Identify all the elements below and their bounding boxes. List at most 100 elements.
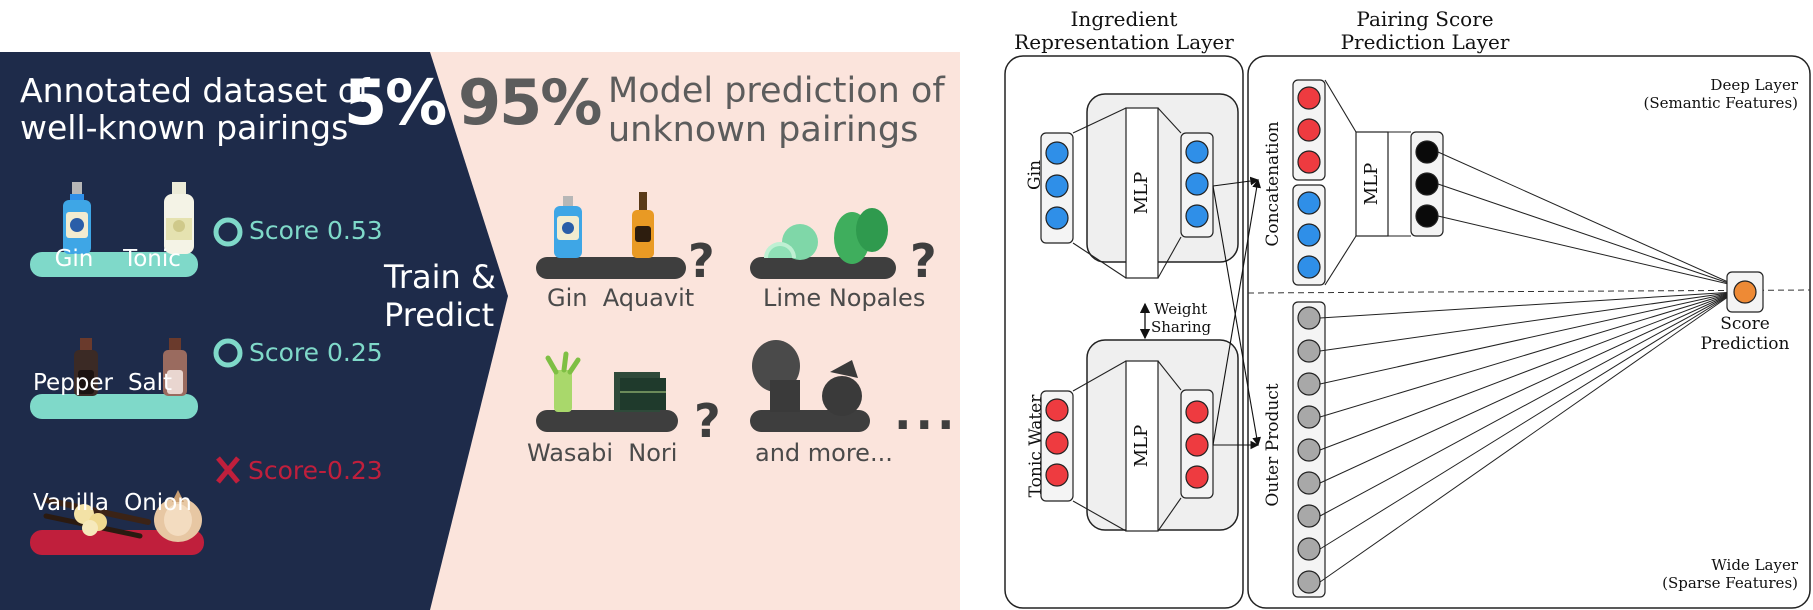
tonic-input-node <box>1045 463 1069 487</box>
pair-right-label: Onion <box>124 490 192 516</box>
connection-line <box>1319 291 1736 550</box>
tonic-input-node <box>1045 431 1069 455</box>
ingredient-layer-frame <box>1004 55 1244 609</box>
unknown-pair-label: Lime Nopales <box>763 284 926 312</box>
shelf-pepper-salt <box>30 394 198 419</box>
score-value: Score 0.25 <box>249 338 383 367</box>
connection-line <box>1319 291 1736 451</box>
mlp-label: MLP <box>1361 162 1382 206</box>
weight-sharing-line2: Sharing <box>1151 318 1212 336</box>
outer-product-node <box>1297 339 1321 363</box>
score-ring-icon <box>213 338 243 368</box>
shelf-gin-tonic <box>30 252 198 277</box>
gin-input-node <box>1045 174 1069 198</box>
score-ring-icon <box>213 217 243 247</box>
weight-sharing-line1: Weight <box>1154 300 1208 318</box>
tonic-embedding-node <box>1185 433 1209 457</box>
pairing-layer-frame <box>1247 55 1811 609</box>
tonic-input-node <box>1045 398 1069 422</box>
unknown-pair-label: and more... <box>755 439 893 467</box>
infographic-panel: Annotated dataset of well-known pairings… <box>0 52 960 610</box>
aquavit-bottle-icon <box>632 192 654 258</box>
mlp-label: MLP <box>1131 171 1152 215</box>
gin-embedding-node <box>1185 172 1209 196</box>
network-diagram <box>1004 55 1811 609</box>
shelf-wasabi-nori <box>536 410 678 432</box>
outer-product-node <box>1297 306 1321 330</box>
salt-shaker-icon <box>163 338 187 396</box>
cross-icon <box>216 456 240 484</box>
connection-line <box>1319 291 1736 319</box>
infographic-background <box>0 52 960 610</box>
mlp-container-bottom <box>1086 339 1239 531</box>
vanilla-icon <box>43 497 151 539</box>
connection-line <box>1437 215 1738 287</box>
outer-product-node <box>1297 405 1321 429</box>
annotated-title-line1: Annotated dataset of <box>20 71 370 110</box>
onion-icon <box>154 490 202 542</box>
ingredient-header-line1: Ingredient <box>1070 7 1178 31</box>
shelf-lime-nopales <box>750 257 896 279</box>
connection-line <box>1437 151 1738 287</box>
score-node <box>1733 280 1757 304</box>
question-mark-icon: ? <box>910 234 937 288</box>
mlp-container-top <box>1086 93 1239 263</box>
score-value: Score 0.53 <box>249 216 383 245</box>
score-line2: Prediction <box>1700 334 1790 354</box>
connection-line <box>1319 291 1736 352</box>
deep-layer-line2: (Semantic Features) <box>1643 94 1798 112</box>
deep-layer-line1: Deep Layer <box>1710 76 1798 94</box>
gin-bottle-icon <box>63 182 91 254</box>
pair-left-label: Gin <box>54 246 94 272</box>
question-mark-icon: ? <box>688 234 715 288</box>
wide-layer-line2: (Sparse Features) <box>1662 574 1798 592</box>
tonic-embedding-node <box>1185 465 1209 489</box>
question-mark-icon: ? <box>694 394 721 448</box>
score-line1: Score <box>1720 314 1770 334</box>
gin-input-node <box>1045 206 1069 230</box>
concat-node-blue <box>1297 191 1321 215</box>
ellipsis: ... <box>894 386 959 440</box>
deep-output-node <box>1415 204 1439 228</box>
wide-layer-line1: Wide Layer <box>1711 556 1798 574</box>
predicted-title-line1: Model prediction of <box>608 71 945 111</box>
pair-left-label: Vanilla <box>33 490 109 516</box>
concat-node-red <box>1297 118 1321 142</box>
wasabi-icon <box>545 351 581 412</box>
lime-icon <box>764 224 818 260</box>
pair-right-label: Salt <box>127 370 173 396</box>
train-predict-line2: Predict <box>384 296 495 334</box>
train-predict-line1: Train & <box>384 258 496 296</box>
concat-node-red <box>1297 86 1321 110</box>
concat-mlp-block <box>1355 131 1389 237</box>
mlp-label: MLP <box>1131 424 1152 468</box>
annotated-area <box>0 52 508 610</box>
pair-right-label: Tonic <box>123 246 181 272</box>
annotated-title-line2: well-known pairings <box>20 108 349 147</box>
connection-line <box>1319 291 1736 583</box>
outer-product-node <box>1297 570 1321 594</box>
concatenation-label: Concatenation <box>1263 121 1283 247</box>
outer-product-node <box>1297 504 1321 528</box>
outer-product-label: Outer Product <box>1263 383 1283 507</box>
connection-line <box>1437 183 1738 287</box>
pair-left-label: Pepper <box>32 370 113 396</box>
gin-bottle-icon <box>554 196 582 258</box>
outer-product-node <box>1297 438 1321 462</box>
mlp-block <box>1125 360 1159 532</box>
gin-embedding-node <box>1185 140 1209 164</box>
tonic-bottle-icon <box>164 182 194 254</box>
connection-line <box>1319 291 1736 385</box>
outer-product-node <box>1297 471 1321 495</box>
connection-line <box>1319 291 1736 418</box>
unknown-pair-label: Wasabi Nori <box>527 439 678 467</box>
connection-line <box>1319 291 1736 517</box>
predicted-title-line2: unknown pairings <box>608 110 919 150</box>
nopales-icon <box>834 208 888 264</box>
deep-output-node <box>1415 172 1439 196</box>
score-value: Score-0.23 <box>248 456 383 485</box>
outer-product-node <box>1297 537 1321 561</box>
mlp-block <box>1125 107 1159 279</box>
shelf-vanilla-onion <box>30 530 204 555</box>
nori-icon <box>614 372 666 412</box>
